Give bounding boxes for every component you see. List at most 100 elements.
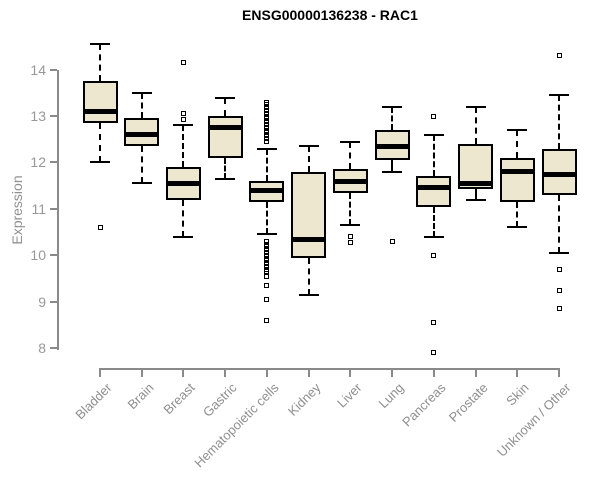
x-tick [224, 368, 227, 377]
median-brain [124, 132, 160, 138]
y-tick [50, 115, 57, 118]
y-axis-line [57, 69, 59, 351]
whisker-cap-low [465, 198, 486, 201]
whisker-upper-kidney [307, 146, 310, 172]
whisker-upper-breast [182, 125, 185, 168]
median-prostate [458, 180, 494, 186]
median-lung [374, 143, 410, 149]
median-gastric [207, 125, 243, 131]
y-tick [50, 161, 57, 164]
x-tick [558, 368, 560, 377]
outlier-point-hematopoietic-cells [264, 102, 270, 108]
y-tick [50, 207, 57, 210]
box-skin [499, 157, 535, 202]
outlier-point-pancreas [431, 252, 437, 258]
whisker-lower-kidney [307, 257, 310, 295]
outlier-point-hematopoietic-cells [264, 113, 270, 119]
outlier-point-hematopoietic-cells [264, 247, 270, 253]
outlier-point-breast [180, 111, 186, 117]
x-tick [307, 368, 310, 377]
whisker-lower-breast [182, 199, 185, 237]
whisker-lower-lung [391, 160, 394, 172]
whisker-lower-gastric [224, 157, 227, 179]
whisker-cap-high [465, 105, 486, 108]
outlier-point-hematopoietic-cells [264, 249, 270, 255]
whisker-cap-low [507, 226, 528, 229]
whisker-upper-bladder [99, 44, 101, 82]
outlier-point-hematopoietic-cells [264, 244, 270, 250]
outlier-point-unknown-other [556, 287, 562, 293]
whisker-cap-high [131, 91, 152, 94]
outlier-point-hematopoietic-cells [264, 127, 270, 133]
whisker-cap-high [298, 145, 319, 148]
outlier-point-hematopoietic-cells [264, 110, 270, 116]
y-tick-label: 8 [38, 340, 46, 357]
whisker-cap-low [131, 182, 152, 185]
whisker-cap-high [215, 96, 236, 99]
whisker-cap-high [382, 105, 403, 108]
whisker-upper-gastric [224, 97, 227, 117]
outlier-point-hematopoietic-cells [264, 133, 270, 139]
outlier-point-hematopoietic-cells [264, 258, 270, 264]
outlier-point-hematopoietic-cells [264, 238, 270, 244]
outlier-point-hematopoietic-cells [264, 317, 270, 323]
y-tick-label: 13 [30, 108, 46, 125]
whisker-upper-liver [349, 141, 352, 170]
x-tick [99, 368, 101, 377]
whisker-upper-unknown-other [558, 95, 560, 149]
outlier-point-hematopoietic-cells [264, 116, 270, 122]
outlier-point-hematopoietic-cells [264, 119, 270, 125]
whisker-cap-low [173, 235, 194, 238]
whisker-upper-pancreas [432, 134, 435, 177]
outlier-point-unknown-other [556, 53, 562, 59]
y-tick [50, 300, 57, 303]
outlier-point-pancreas [431, 320, 437, 326]
outlier-point-hematopoietic-cells [264, 255, 270, 261]
x-tick [349, 368, 352, 377]
whisker-upper-skin [516, 130, 519, 158]
x-tick [474, 368, 477, 377]
whisker-cap-high [90, 43, 110, 46]
y-tick-label: 11 [31, 200, 46, 217]
box-bladder [82, 81, 118, 124]
outlier-point-hematopoietic-cells [264, 105, 270, 111]
whisker-lower-hematopoietic-cells [265, 201, 268, 235]
box-kidney [291, 171, 327, 258]
x-tick [140, 368, 143, 377]
outlier-point-hematopoietic-cells [264, 99, 270, 105]
x-tick [265, 368, 268, 377]
whisker-cap-low [215, 177, 236, 180]
median-breast [165, 180, 201, 186]
whisker-lower-pancreas [432, 206, 435, 237]
y-tick [50, 254, 57, 257]
outlier-point-breast [180, 117, 186, 123]
box-pancreas [416, 176, 452, 207]
outlier-point-unknown-other [556, 266, 562, 272]
whisker-upper-brain [140, 92, 143, 119]
outlier-point-unknown-other [556, 306, 562, 312]
whisker-cap-high [256, 147, 277, 150]
whisker-cap-high [423, 133, 444, 136]
outlier-point-hematopoietic-cells [264, 261, 270, 267]
median-hematopoietic-cells [249, 187, 285, 193]
chart-title: ENSG00000136238 - RAC1 [242, 7, 418, 23]
outlier-point-lung [389, 238, 395, 244]
whisker-lower-liver [349, 192, 352, 226]
outlier-point-hematopoietic-cells [264, 138, 270, 144]
y-tick-label: 9 [38, 293, 46, 310]
outlier-point-hematopoietic-cells [264, 121, 270, 127]
whisker-cap-high [549, 94, 569, 97]
whisker-cap-low [382, 170, 403, 173]
whisker-cap-low [340, 224, 361, 227]
whisker-cap-high [507, 129, 528, 131]
whisker-cap-low [298, 293, 319, 296]
outlier-point-hematopoietic-cells [264, 130, 270, 136]
median-skin [499, 169, 535, 175]
outlier-point-hematopoietic-cells [264, 124, 270, 130]
whisker-cap-low [90, 161, 110, 164]
whisker-lower-prostate [474, 189, 477, 200]
outlier-point-bladder [97, 224, 103, 230]
whisker-cap-high [340, 140, 361, 143]
